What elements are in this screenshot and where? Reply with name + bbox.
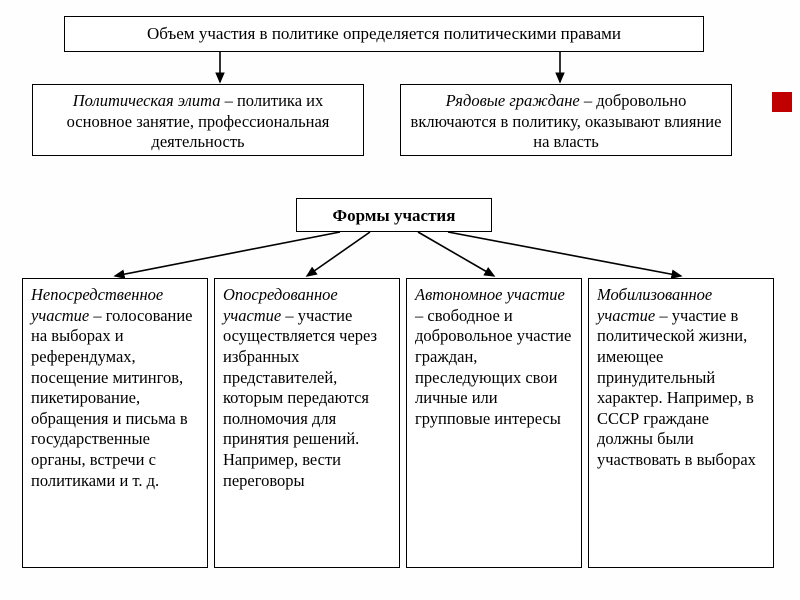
form-box-mobilized: Мобилизованное участие – участие в полит… (588, 278, 774, 568)
form-box-mediated: Опосредованное участие – участие осущест… (214, 278, 400, 568)
elite-box: Политическая элита – политика их основно… (32, 84, 364, 156)
forms-title: Формы участия (333, 206, 456, 225)
form3-term: Автономное участие (415, 285, 565, 304)
form2-rest: – участие осуществляется через избранных… (223, 306, 377, 490)
form-box-direct: Непосредственное участие – голосование н… (22, 278, 208, 568)
header-box: Объем участия в политике определяется по… (64, 16, 704, 52)
forms-title-box: Формы участия (296, 198, 492, 232)
citizens-box: Рядовые граждане – добровольно включаютс… (400, 84, 732, 156)
citizens-term: Рядовые граждане (446, 91, 580, 110)
form3-rest: – свободное и добровольное участие гражд… (415, 306, 571, 428)
elite-term: Политическая элита (73, 91, 221, 110)
form1-rest: – голосование на выборах и референдумах,… (31, 306, 193, 490)
form4-rest: – участие в политической жизни, имеющее … (597, 306, 756, 469)
header-text: Объем участия в политике определяется по… (147, 24, 621, 43)
form-box-autonomous: Автономное участие – свободное и доброво… (406, 278, 582, 568)
red-marker-icon (772, 92, 792, 112)
